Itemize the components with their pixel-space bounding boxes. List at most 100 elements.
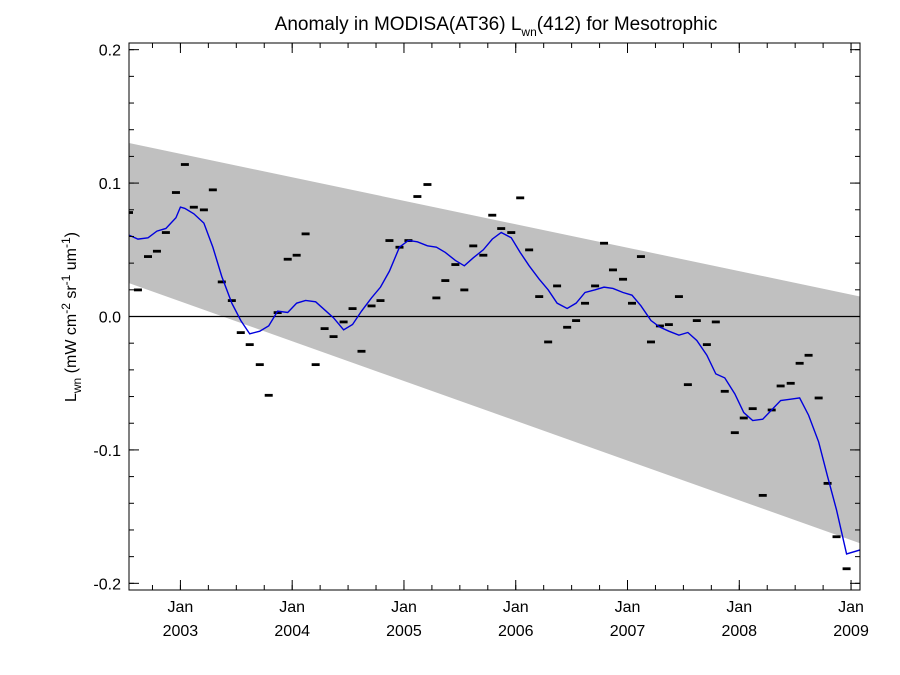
data-point [619,277,628,281]
data-point [535,295,544,298]
x-tick-year-label: 2007 [610,623,646,640]
data-point [301,232,310,236]
y-tick-label: 0.0 [99,310,121,327]
data-point [525,248,534,252]
x-tick-month-label: Jan [838,599,864,616]
x-tick-month-label: Jan [726,599,752,616]
data-point [842,567,851,571]
y-tick-label: 0.1 [99,176,121,193]
data-point [161,231,170,234]
x-tick-year-label: 2003 [163,623,199,640]
data-point [329,335,338,339]
data-point [348,307,357,310]
data-point [730,431,739,435]
data-point [320,327,329,331]
data-point [646,340,655,344]
data-point [823,481,832,485]
data-point [711,320,720,324]
data-point [516,196,525,200]
svg-text:Lwn (mW cm-2 sr-1 um-1): Lwn (mW cm-2 sr-1 um-1) [59,232,84,402]
data-point [357,349,366,353]
data-point [479,253,488,257]
data-point [553,284,562,288]
data-point [600,241,609,245]
data-point [367,304,376,308]
x-tick-month-label: Jan [503,599,529,616]
trend-band [129,143,860,544]
data-point [255,363,264,367]
data-point [469,244,478,248]
data-point [339,320,348,324]
data-point [413,195,422,198]
data-point [441,279,450,282]
data-point [292,253,301,257]
data-point [608,268,617,272]
data-point [217,280,226,284]
smoothed-line [129,206,860,555]
data-point [208,188,217,192]
data-point [814,396,823,400]
data-point [683,383,692,387]
data-point [385,239,394,242]
x-tick-month-label: Jan [168,599,194,616]
data-point [748,407,757,411]
data-point [460,288,469,292]
x-tick-year-label: 2008 [721,623,757,640]
x-tick-year-label: 2006 [498,623,534,640]
data-point [199,208,208,212]
data-point [129,211,133,214]
data-point [180,163,189,166]
data-point [674,295,683,298]
data-point [832,535,841,539]
data-point [245,343,254,347]
data-point [189,205,198,209]
data-point [591,284,600,288]
data-point [544,340,553,344]
data-point [720,389,729,393]
plot-content [129,143,860,571]
data-point [581,301,590,305]
data-point [627,301,636,305]
data-point [264,393,273,397]
data-point [702,343,711,347]
x-tick-year-label: 2004 [274,623,310,640]
y-tick-label: -0.1 [93,443,121,460]
x-tick-month-label: Jan [279,599,305,616]
x-tick-year-label: 2005 [386,623,422,640]
data-point [776,384,785,388]
y-tick-label: -0.2 [93,576,121,593]
data-point [283,257,292,261]
data-point [171,191,180,194]
y-tick-label: 0.2 [99,43,121,60]
x-tick-month-label: Jan [391,599,417,616]
plot-area: 0.2 0.1 0.0 -0.1 -0.2 Jan 2003 Jan 2004 Jan 2005 Ja… [93,42,869,640]
data-point [236,331,245,335]
data-point [133,288,142,292]
data-point [786,381,795,385]
data-point [636,255,645,258]
data-point [423,183,432,186]
data-point [376,299,385,302]
y-axis-label: Lwn (mW cm-2 sr-1 um-1) [59,232,84,402]
x-tick-year-label: 2009 [833,623,869,640]
data-point [664,323,673,327]
data-point [432,296,441,300]
data-point [739,416,748,420]
data-point [563,325,572,329]
data-point [758,493,767,497]
data-point [804,353,813,357]
data-point [273,311,282,314]
data-point [655,324,664,328]
data-point [497,227,506,230]
data-point [144,255,153,258]
data-point [152,249,161,253]
chart-title: Anomaly in MODISA(AT36) Lwn(412) for Mes… [275,14,718,39]
data-point [227,299,236,302]
data-point [692,319,701,323]
x-tick-month-label: Jan [615,599,641,616]
data-point [451,263,460,266]
data-point [488,213,497,217]
data-point [507,231,516,234]
data-point [795,361,804,365]
